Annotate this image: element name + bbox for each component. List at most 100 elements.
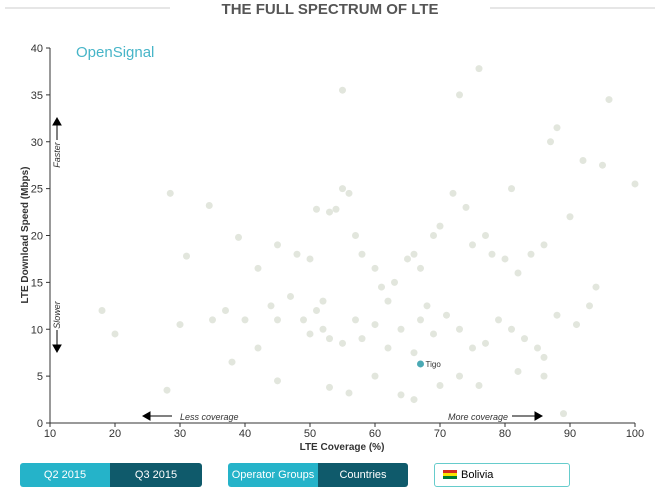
x-tick-label: 90 — [564, 428, 576, 440]
point — [163, 386, 171, 394]
point — [326, 383, 333, 391]
annotation: Less coverage — [180, 412, 239, 422]
point — [384, 344, 392, 352]
point — [417, 316, 424, 324]
point — [443, 311, 450, 319]
y-tick-label: 30 — [31, 137, 43, 149]
point — [508, 325, 515, 333]
point — [573, 321, 580, 329]
y-tick-label: 20 — [31, 231, 43, 243]
point — [378, 283, 385, 291]
point — [417, 264, 424, 272]
point — [345, 189, 353, 197]
point — [228, 358, 236, 366]
x-tick-label: 100 — [626, 428, 644, 440]
point — [410, 396, 418, 404]
y-axis-label: LTE Download Speed (Mbps) — [20, 166, 31, 303]
y-tick-label: 35 — [31, 90, 43, 102]
point — [254, 264, 262, 272]
point — [592, 283, 600, 291]
point — [371, 372, 379, 380]
point — [205, 202, 213, 209]
country-select[interactable]: Bolivia — [434, 463, 570, 487]
point — [631, 180, 639, 188]
y-tick-label: 25 — [31, 184, 43, 196]
point — [339, 339, 346, 347]
point — [501, 255, 509, 263]
grouping-button[interactable]: Countries — [318, 463, 408, 487]
chart-title: THE FULL SPECTRUM OF LTE — [222, 1, 439, 18]
point — [300, 316, 307, 324]
point — [313, 307, 320, 314]
x-tick-label: 30 — [174, 428, 186, 440]
point — [235, 233, 242, 241]
point — [553, 311, 561, 319]
point — [358, 250, 366, 258]
chart: THE FULL SPECTRUM OF LTE OpenSignal LTE … — [5, 1, 655, 453]
point — [475, 65, 483, 73]
point — [462, 203, 470, 211]
x-axis-label: LTE Coverage (%) — [300, 442, 385, 453]
point — [449, 189, 457, 197]
point — [488, 250, 496, 258]
point — [436, 222, 444, 230]
country-name: Bolivia — [461, 469, 494, 481]
point — [423, 302, 431, 310]
point — [475, 382, 483, 389]
point — [397, 391, 405, 399]
point — [436, 382, 444, 389]
period-button[interactable]: Q3 2015 — [110, 463, 202, 487]
annotation: More coverage — [448, 412, 508, 422]
point — [410, 250, 418, 258]
point — [176, 321, 184, 329]
point — [417, 360, 424, 368]
point-label: Tigo — [426, 360, 442, 369]
point — [553, 124, 561, 132]
point — [469, 344, 476, 352]
point — [352, 316, 359, 324]
x-tick-label: 70 — [434, 428, 446, 440]
x-tick-label: 40 — [239, 428, 251, 440]
point — [326, 208, 333, 216]
x-tick-label: 10 — [44, 428, 56, 440]
x-tick-label: 60 — [369, 428, 381, 440]
point — [514, 269, 522, 277]
point — [319, 297, 327, 305]
point — [566, 213, 574, 221]
annotation: Faster — [52, 141, 62, 168]
point — [397, 325, 405, 333]
point — [326, 335, 333, 343]
point — [508, 185, 515, 193]
period-button[interactable]: Q2 2015 — [20, 463, 110, 487]
point — [313, 205, 320, 213]
point — [430, 330, 437, 338]
y-tick-label: 15 — [31, 277, 43, 289]
point — [274, 241, 281, 249]
point — [371, 264, 379, 272]
point — [495, 316, 502, 324]
point — [527, 250, 535, 258]
y-tick-label: 5 — [37, 371, 43, 383]
point — [540, 353, 548, 361]
grouping-button[interactable]: Operator Groups — [228, 463, 318, 487]
point — [352, 232, 359, 239]
point — [319, 325, 327, 333]
point — [599, 161, 606, 169]
point — [456, 325, 463, 333]
point — [560, 410, 567, 418]
point — [339, 185, 346, 193]
x-tick-label: 20 — [109, 428, 121, 440]
point — [306, 330, 314, 338]
point — [98, 307, 106, 314]
point — [384, 297, 392, 305]
point — [345, 389, 353, 397]
point — [456, 91, 463, 99]
point — [254, 344, 262, 352]
point — [547, 138, 554, 146]
point — [358, 335, 366, 343]
flag — [443, 470, 457, 479]
point — [514, 367, 522, 375]
y-tick-label: 40 — [31, 43, 43, 55]
y-tick-label: 10 — [31, 324, 43, 336]
point — [540, 372, 548, 380]
